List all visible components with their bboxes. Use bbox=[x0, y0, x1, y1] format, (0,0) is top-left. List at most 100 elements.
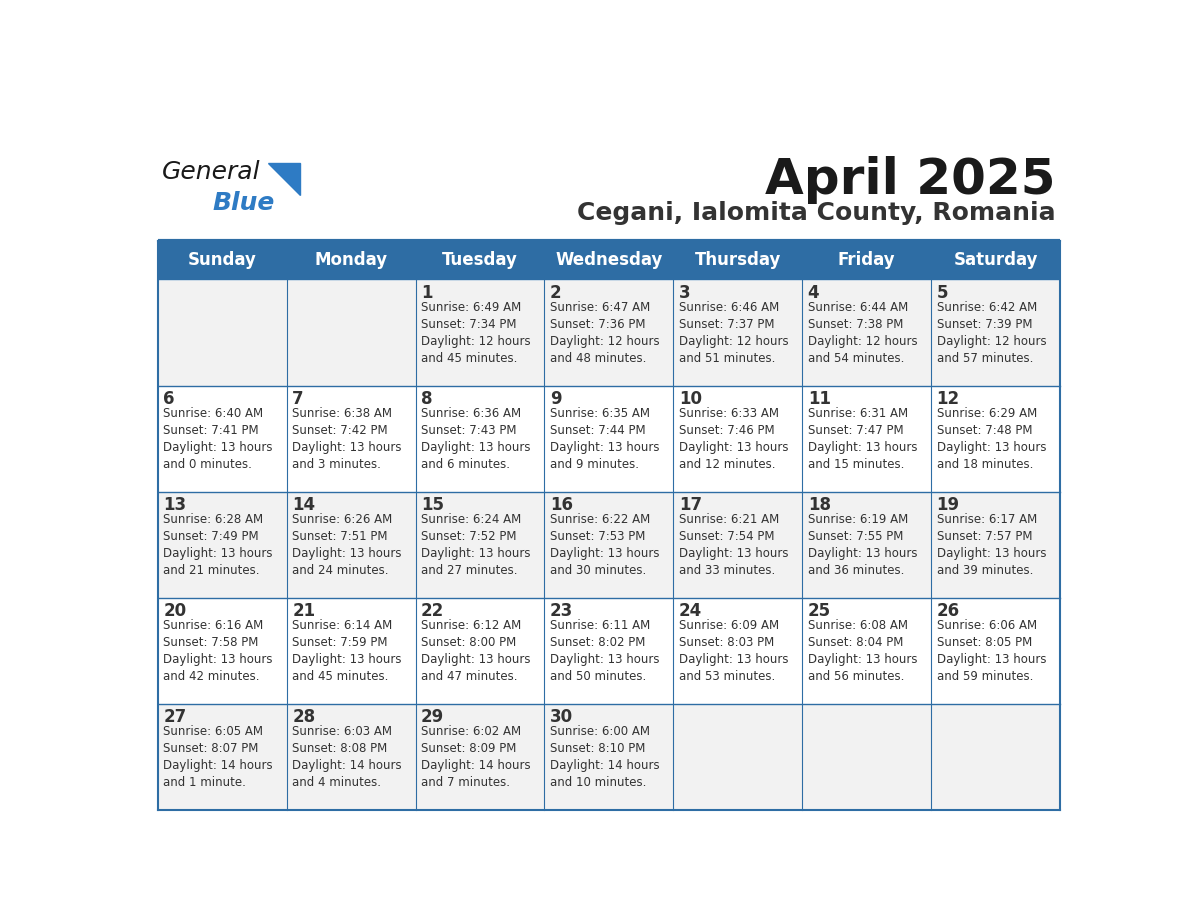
FancyBboxPatch shape bbox=[416, 704, 544, 810]
Text: Sunrise: 6:29 AM
Sunset: 7:48 PM
Daylight: 13 hours
and 18 minutes.: Sunrise: 6:29 AM Sunset: 7:48 PM Dayligh… bbox=[936, 407, 1047, 471]
Text: 10: 10 bbox=[678, 390, 702, 409]
Text: 3: 3 bbox=[678, 284, 690, 302]
FancyBboxPatch shape bbox=[416, 280, 544, 386]
Text: Sunrise: 6:35 AM
Sunset: 7:44 PM
Daylight: 13 hours
and 9 minutes.: Sunrise: 6:35 AM Sunset: 7:44 PM Dayligh… bbox=[550, 407, 659, 471]
Text: Sunday: Sunday bbox=[188, 252, 257, 269]
Text: 21: 21 bbox=[292, 602, 315, 621]
FancyBboxPatch shape bbox=[802, 598, 931, 704]
Text: 15: 15 bbox=[421, 496, 444, 514]
FancyBboxPatch shape bbox=[286, 598, 416, 704]
Text: 23: 23 bbox=[550, 602, 573, 621]
FancyBboxPatch shape bbox=[931, 704, 1060, 810]
Text: Sunrise: 6:42 AM
Sunset: 7:39 PM
Daylight: 12 hours
and 57 minutes.: Sunrise: 6:42 AM Sunset: 7:39 PM Dayligh… bbox=[936, 301, 1047, 365]
FancyBboxPatch shape bbox=[416, 492, 544, 598]
FancyBboxPatch shape bbox=[802, 704, 931, 810]
Text: Sunrise: 6:38 AM
Sunset: 7:42 PM
Daylight: 13 hours
and 3 minutes.: Sunrise: 6:38 AM Sunset: 7:42 PM Dayligh… bbox=[292, 407, 402, 471]
Text: 8: 8 bbox=[421, 390, 432, 409]
Text: Sunrise: 6:36 AM
Sunset: 7:43 PM
Daylight: 13 hours
and 6 minutes.: Sunrise: 6:36 AM Sunset: 7:43 PM Dayligh… bbox=[421, 407, 531, 471]
Text: Sunrise: 6:47 AM
Sunset: 7:36 PM
Daylight: 12 hours
and 48 minutes.: Sunrise: 6:47 AM Sunset: 7:36 PM Dayligh… bbox=[550, 301, 659, 365]
FancyBboxPatch shape bbox=[802, 386, 931, 492]
Text: 26: 26 bbox=[936, 602, 960, 621]
Text: 14: 14 bbox=[292, 496, 315, 514]
Text: 29: 29 bbox=[421, 708, 444, 726]
Text: 6: 6 bbox=[163, 390, 175, 409]
FancyBboxPatch shape bbox=[544, 386, 674, 492]
FancyBboxPatch shape bbox=[674, 704, 802, 810]
Text: 4: 4 bbox=[808, 284, 820, 302]
FancyBboxPatch shape bbox=[286, 280, 416, 386]
Text: 19: 19 bbox=[936, 496, 960, 514]
Text: 11: 11 bbox=[808, 390, 830, 409]
Text: 25: 25 bbox=[808, 602, 830, 621]
FancyBboxPatch shape bbox=[674, 241, 802, 280]
Text: Sunrise: 6:31 AM
Sunset: 7:47 PM
Daylight: 13 hours
and 15 minutes.: Sunrise: 6:31 AM Sunset: 7:47 PM Dayligh… bbox=[808, 407, 917, 471]
Text: Sunrise: 6:19 AM
Sunset: 7:55 PM
Daylight: 13 hours
and 36 minutes.: Sunrise: 6:19 AM Sunset: 7:55 PM Dayligh… bbox=[808, 513, 917, 577]
Text: Sunrise: 6:28 AM
Sunset: 7:49 PM
Daylight: 13 hours
and 21 minutes.: Sunrise: 6:28 AM Sunset: 7:49 PM Dayligh… bbox=[163, 513, 273, 577]
Text: Tuesday: Tuesday bbox=[442, 252, 518, 269]
FancyBboxPatch shape bbox=[158, 386, 286, 492]
Text: 5: 5 bbox=[936, 284, 948, 302]
Text: 7: 7 bbox=[292, 390, 304, 409]
FancyBboxPatch shape bbox=[674, 386, 802, 492]
Text: Sunrise: 6:05 AM
Sunset: 8:07 PM
Daylight: 14 hours
and 1 minute.: Sunrise: 6:05 AM Sunset: 8:07 PM Dayligh… bbox=[163, 725, 273, 789]
Text: Sunrise: 6:26 AM
Sunset: 7:51 PM
Daylight: 13 hours
and 24 minutes.: Sunrise: 6:26 AM Sunset: 7:51 PM Dayligh… bbox=[292, 513, 402, 577]
Text: 12: 12 bbox=[936, 390, 960, 409]
Text: Wednesday: Wednesday bbox=[555, 252, 663, 269]
FancyBboxPatch shape bbox=[674, 492, 802, 598]
Text: Sunrise: 6:00 AM
Sunset: 8:10 PM
Daylight: 14 hours
and 10 minutes.: Sunrise: 6:00 AM Sunset: 8:10 PM Dayligh… bbox=[550, 725, 659, 789]
Text: Sunrise: 6:08 AM
Sunset: 8:04 PM
Daylight: 13 hours
and 56 minutes.: Sunrise: 6:08 AM Sunset: 8:04 PM Dayligh… bbox=[808, 619, 917, 683]
Text: Sunrise: 6:40 AM
Sunset: 7:41 PM
Daylight: 13 hours
and 0 minutes.: Sunrise: 6:40 AM Sunset: 7:41 PM Dayligh… bbox=[163, 407, 273, 471]
Text: Sunrise: 6:12 AM
Sunset: 8:00 PM
Daylight: 13 hours
and 47 minutes.: Sunrise: 6:12 AM Sunset: 8:00 PM Dayligh… bbox=[421, 619, 531, 683]
Polygon shape bbox=[268, 163, 301, 195]
Text: Sunrise: 6:44 AM
Sunset: 7:38 PM
Daylight: 12 hours
and 54 minutes.: Sunrise: 6:44 AM Sunset: 7:38 PM Dayligh… bbox=[808, 301, 917, 365]
Text: Sunrise: 6:49 AM
Sunset: 7:34 PM
Daylight: 12 hours
and 45 minutes.: Sunrise: 6:49 AM Sunset: 7:34 PM Dayligh… bbox=[421, 301, 531, 365]
Text: 20: 20 bbox=[163, 602, 187, 621]
Text: 28: 28 bbox=[292, 708, 315, 726]
Text: 9: 9 bbox=[550, 390, 562, 409]
Text: 2: 2 bbox=[550, 284, 562, 302]
FancyBboxPatch shape bbox=[158, 280, 286, 386]
FancyBboxPatch shape bbox=[416, 241, 544, 280]
FancyBboxPatch shape bbox=[544, 241, 674, 280]
Text: General: General bbox=[163, 160, 261, 184]
Text: Sunrise: 6:33 AM
Sunset: 7:46 PM
Daylight: 13 hours
and 12 minutes.: Sunrise: 6:33 AM Sunset: 7:46 PM Dayligh… bbox=[678, 407, 789, 471]
FancyBboxPatch shape bbox=[286, 241, 416, 280]
FancyBboxPatch shape bbox=[544, 704, 674, 810]
FancyBboxPatch shape bbox=[674, 598, 802, 704]
FancyBboxPatch shape bbox=[931, 280, 1060, 386]
Text: Monday: Monday bbox=[315, 252, 387, 269]
Text: 22: 22 bbox=[421, 602, 444, 621]
FancyBboxPatch shape bbox=[931, 598, 1060, 704]
Text: Sunrise: 6:14 AM
Sunset: 7:59 PM
Daylight: 13 hours
and 45 minutes.: Sunrise: 6:14 AM Sunset: 7:59 PM Dayligh… bbox=[292, 619, 402, 683]
FancyBboxPatch shape bbox=[674, 280, 802, 386]
FancyBboxPatch shape bbox=[802, 280, 931, 386]
Text: April 2025: April 2025 bbox=[765, 156, 1055, 204]
Text: Sunrise: 6:06 AM
Sunset: 8:05 PM
Daylight: 13 hours
and 59 minutes.: Sunrise: 6:06 AM Sunset: 8:05 PM Dayligh… bbox=[936, 619, 1047, 683]
FancyBboxPatch shape bbox=[286, 492, 416, 598]
Text: Sunrise: 6:24 AM
Sunset: 7:52 PM
Daylight: 13 hours
and 27 minutes.: Sunrise: 6:24 AM Sunset: 7:52 PM Dayligh… bbox=[421, 513, 531, 577]
FancyBboxPatch shape bbox=[931, 241, 1060, 280]
Text: Sunrise: 6:21 AM
Sunset: 7:54 PM
Daylight: 13 hours
and 33 minutes.: Sunrise: 6:21 AM Sunset: 7:54 PM Dayligh… bbox=[678, 513, 789, 577]
FancyBboxPatch shape bbox=[416, 386, 544, 492]
Text: 18: 18 bbox=[808, 496, 830, 514]
Text: Sunrise: 6:03 AM
Sunset: 8:08 PM
Daylight: 14 hours
and 4 minutes.: Sunrise: 6:03 AM Sunset: 8:08 PM Dayligh… bbox=[292, 725, 402, 789]
Text: Sunrise: 6:46 AM
Sunset: 7:37 PM
Daylight: 12 hours
and 51 minutes.: Sunrise: 6:46 AM Sunset: 7:37 PM Dayligh… bbox=[678, 301, 789, 365]
Text: Friday: Friday bbox=[838, 252, 896, 269]
Text: 24: 24 bbox=[678, 602, 702, 621]
FancyBboxPatch shape bbox=[931, 386, 1060, 492]
Text: 16: 16 bbox=[550, 496, 573, 514]
FancyBboxPatch shape bbox=[286, 386, 416, 492]
Text: Sunrise: 6:16 AM
Sunset: 7:58 PM
Daylight: 13 hours
and 42 minutes.: Sunrise: 6:16 AM Sunset: 7:58 PM Dayligh… bbox=[163, 619, 273, 683]
FancyBboxPatch shape bbox=[802, 241, 931, 280]
Text: Sunrise: 6:09 AM
Sunset: 8:03 PM
Daylight: 13 hours
and 53 minutes.: Sunrise: 6:09 AM Sunset: 8:03 PM Dayligh… bbox=[678, 619, 789, 683]
Text: 27: 27 bbox=[163, 708, 187, 726]
FancyBboxPatch shape bbox=[544, 598, 674, 704]
Text: 17: 17 bbox=[678, 496, 702, 514]
Text: Blue: Blue bbox=[213, 192, 276, 216]
Text: Sunrise: 6:17 AM
Sunset: 7:57 PM
Daylight: 13 hours
and 39 minutes.: Sunrise: 6:17 AM Sunset: 7:57 PM Dayligh… bbox=[936, 513, 1047, 577]
FancyBboxPatch shape bbox=[286, 704, 416, 810]
FancyBboxPatch shape bbox=[158, 704, 286, 810]
Text: Saturday: Saturday bbox=[953, 252, 1038, 269]
FancyBboxPatch shape bbox=[544, 492, 674, 598]
FancyBboxPatch shape bbox=[416, 598, 544, 704]
